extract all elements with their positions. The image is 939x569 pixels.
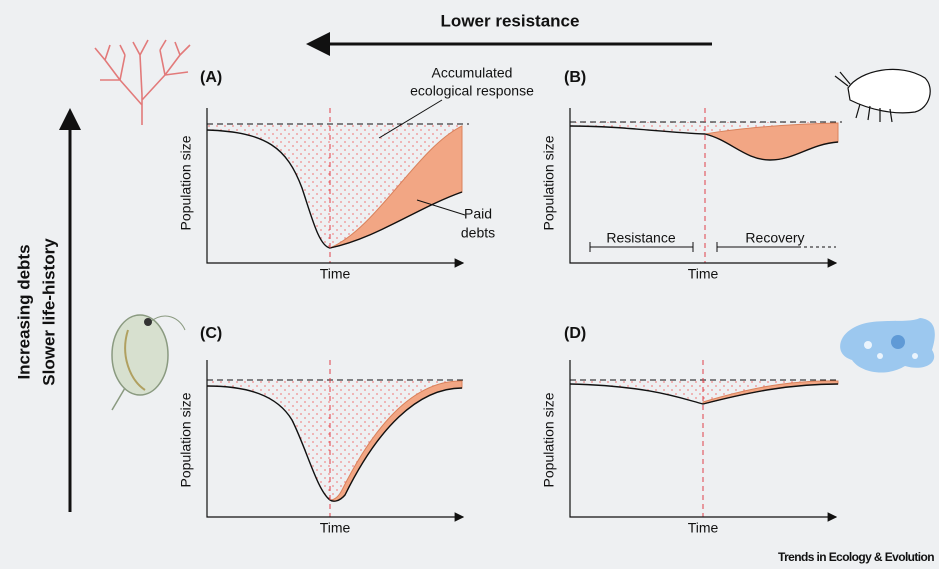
- panel: (C) Population size Time: [178, 325, 465, 536]
- x-label: Time: [688, 520, 719, 536]
- arrow-head: [306, 32, 330, 56]
- accumulated-area: [207, 124, 462, 248]
- accumulated-area: [207, 380, 462, 501]
- population-curve: [569, 125, 839, 161]
- side-label: Slower life-history: [39, 238, 58, 386]
- annotation: Resistance: [606, 230, 675, 246]
- x-label: Time: [688, 266, 719, 282]
- axes: [206, 108, 465, 268]
- bracket: [589, 242, 694, 252]
- leader: [378, 99, 443, 139]
- population-curve: [206, 129, 463, 249]
- axes: [569, 360, 838, 522]
- panel: (A) Population size Time: [178, 69, 469, 282]
- panel-label: (C): [200, 325, 222, 342]
- annotation: Recovery: [745, 230, 804, 246]
- amoeba-icon: [840, 318, 935, 373]
- side-label: Increasing debts: [14, 244, 33, 379]
- axes: [569, 108, 838, 268]
- arrow-head: [59, 108, 81, 130]
- leader: [416, 199, 466, 216]
- annotation: debts: [461, 225, 495, 241]
- footer: Trends in Ecology & Evolution: [778, 550, 934, 564]
- y-label: Population size: [178, 135, 194, 230]
- bracket: [716, 242, 798, 252]
- y-label: Population size: [541, 135, 557, 230]
- x-label: Time: [320, 266, 351, 282]
- panel-label: (D): [564, 325, 586, 342]
- y-label: Population size: [178, 392, 194, 487]
- annotation: Accumulated: [432, 65, 513, 81]
- top-title: Lower resistance: [441, 11, 580, 30]
- population-curve: [206, 385, 463, 502]
- accumulated-area: [570, 122, 838, 134]
- panel: (D) Population size Time: [541, 325, 840, 536]
- panel-label: (B): [564, 69, 586, 86]
- x-label: Time: [320, 520, 351, 536]
- panel-label: (A): [200, 69, 222, 86]
- coral-icon: [94, 39, 191, 125]
- axes: [206, 360, 465, 522]
- annotation: ecological response: [410, 83, 534, 99]
- shrimp-icon: [834, 68, 931, 123]
- population-curve: [569, 383, 839, 405]
- y-label: Population size: [541, 392, 557, 487]
- daphnia-icon: [111, 314, 186, 411]
- annotation: Paid: [464, 206, 492, 222]
- panel: Resistance Recovery (B) Population size …: [541, 69, 842, 282]
